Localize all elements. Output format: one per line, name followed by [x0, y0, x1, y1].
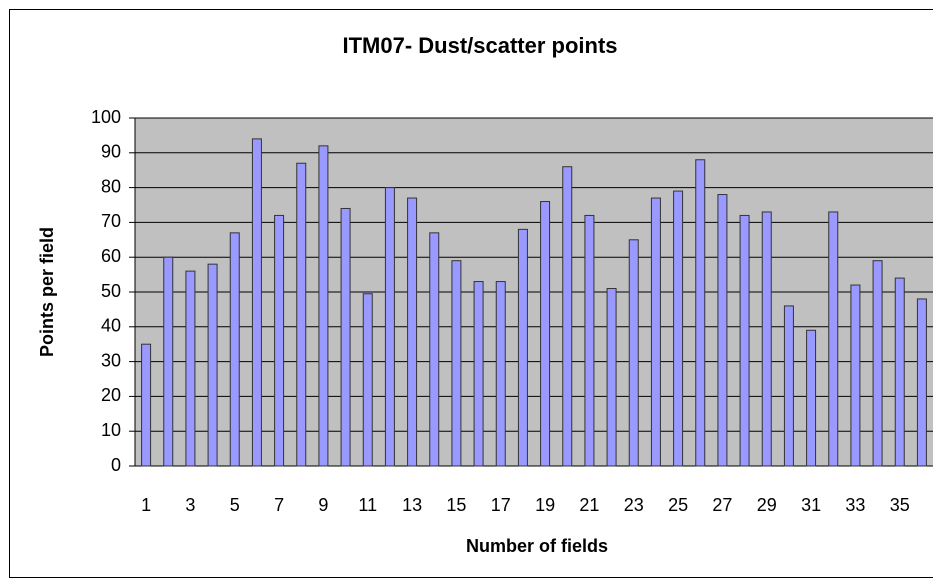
y-tick-label: 100	[91, 107, 121, 127]
bar	[517, 228, 528, 467]
chart-title: ITM07- Dust/scatter points	[342, 33, 617, 58]
bar	[806, 329, 817, 467]
y-tick-label: 90	[101, 142, 121, 162]
bar	[185, 270, 196, 467]
y-tick-label: 0	[111, 455, 121, 475]
y-tick-label: 40	[101, 316, 121, 336]
bar	[850, 284, 861, 467]
bar	[318, 145, 329, 467]
x-tick-label: 23	[624, 495, 644, 515]
x-tick-label: 1	[141, 495, 151, 515]
bar	[141, 343, 152, 467]
x-tick-label: 35	[890, 495, 910, 515]
bar	[296, 162, 307, 467]
x-tick-label: 3	[185, 495, 195, 515]
bar	[606, 288, 617, 467]
bar	[872, 260, 883, 467]
bar	[207, 263, 218, 467]
y-tick-label: 70	[101, 211, 121, 231]
x-tick-label: 15	[446, 495, 466, 515]
y-tick-label: 10	[101, 420, 121, 440]
bar	[673, 190, 684, 467]
bar	[429, 232, 440, 467]
bar	[695, 159, 706, 467]
bar	[628, 239, 639, 467]
x-tick-label: 13	[402, 495, 422, 515]
bar	[916, 298, 927, 467]
x-tick-label: 17	[491, 495, 511, 515]
x-tick-label: 33	[845, 495, 865, 515]
x-tick-label: 29	[757, 495, 777, 515]
x-tick-label: 11	[358, 495, 377, 515]
bar	[163, 256, 174, 467]
bar	[717, 194, 728, 467]
bar	[473, 281, 484, 467]
bar	[340, 207, 351, 467]
bar	[251, 138, 262, 467]
bar	[274, 214, 285, 467]
y-axis-title: Points per field	[37, 227, 57, 357]
x-tick-label: 27	[712, 495, 732, 515]
bar	[584, 214, 595, 467]
bar	[362, 293, 373, 467]
x-tick-label: 5	[230, 495, 240, 515]
y-tick-label: 80	[101, 176, 121, 196]
bar	[783, 305, 794, 467]
bar	[650, 197, 661, 467]
x-tick-label: 7	[274, 495, 284, 515]
bar	[761, 211, 772, 467]
bar	[495, 281, 506, 467]
y-tick-label: 60	[101, 246, 121, 266]
x-tick-label: 9	[318, 495, 328, 515]
bar	[451, 260, 462, 467]
x-tick-label: 31	[801, 495, 821, 515]
bar	[739, 214, 750, 467]
x-tick-label: 21	[579, 495, 599, 515]
y-tick-label: 30	[101, 350, 121, 370]
x-axis-title: Number of fields	[466, 536, 608, 556]
bar	[540, 201, 551, 467]
bar	[562, 166, 573, 467]
y-tick-label: 20	[101, 385, 121, 405]
bar	[828, 211, 839, 467]
x-tick-label: 25	[668, 495, 688, 515]
bar	[407, 197, 418, 467]
y-tick-label: 50	[101, 281, 121, 301]
bar	[229, 232, 240, 467]
x-tick-label: 19	[535, 495, 555, 515]
bar	[384, 187, 395, 467]
bar	[894, 277, 905, 467]
